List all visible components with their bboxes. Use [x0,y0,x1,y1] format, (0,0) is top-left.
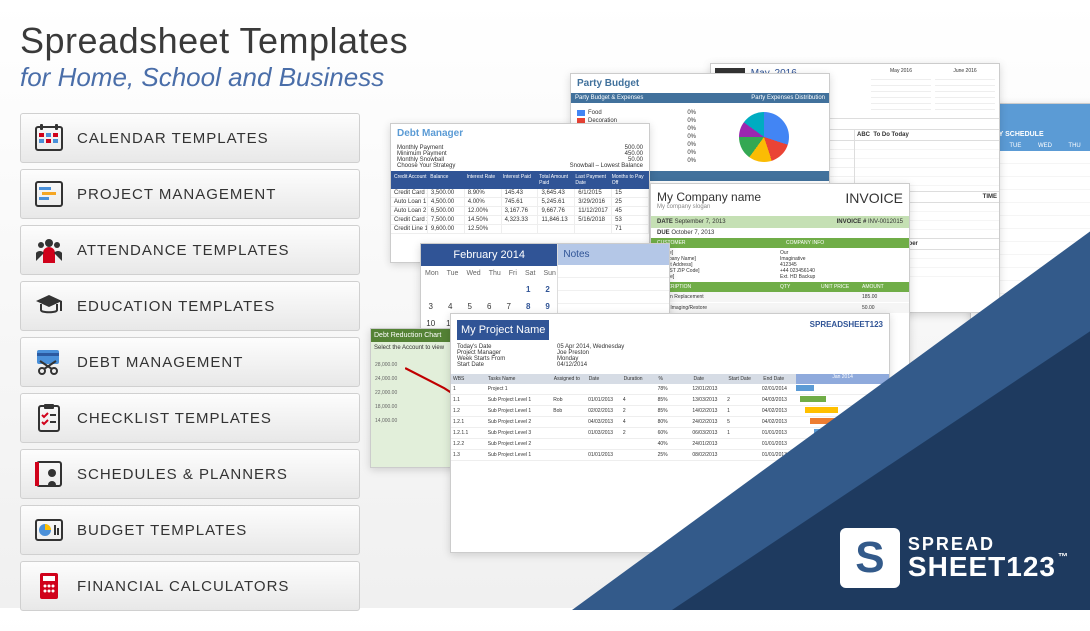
menu-label: DEBT MANAGEMENT [77,354,243,371]
cal-day-header: Wed [462,266,484,281]
cal-day-header: Fri [505,266,521,281]
y-label: 14,000.00 [375,414,397,428]
page-title: Spreadsheet Templates [20,20,1070,62]
menu-label: FINANCIAL CALCULATORS [77,578,289,595]
menu-label: CHECKLIST TEMPLATES [77,410,272,427]
logo-tm: ™ [1058,553,1070,563]
table-header: Last Payment Date [574,173,610,187]
logo-bottom: SHEET [908,553,1006,581]
planner-icon [33,458,65,490]
table-header: Credit Account [393,173,429,187]
graduation-icon [33,290,65,322]
cal-cell [440,281,459,298]
table-header: Balance [429,173,465,187]
menu-label: ATTENDANCE TEMPLATES [77,242,290,259]
invoice-num: INV-0012015 [868,219,903,225]
table-header: Months to Pay Off [611,173,647,187]
invoice-company: My Company name [657,190,845,204]
menu-label: CALENDAR TEMPLATES [77,130,269,147]
menu-checklist[interactable]: CHECKLIST TEMPLATES [20,393,360,443]
logo-mark: S [840,528,900,588]
cal-cell: 2 [538,281,557,298]
table-header: WBS [451,374,486,384]
y-label: 28,000.00 [375,358,397,372]
debt-title: Debt Manager [391,124,649,143]
cal-cell [479,281,498,298]
y-label: 18,000.00 [375,400,397,414]
logo-number: 123 [1006,553,1056,581]
cal-day-header: Sat [521,266,540,281]
menu-financial[interactable]: FINANCIAL CALCULATORS [20,561,360,611]
y-label: 22,000.00 [375,386,397,400]
menu-education[interactable]: EDUCATION TEMPLATES [20,281,360,331]
cal-cell [460,281,479,298]
gantt-icon [33,178,65,210]
people-icon [33,234,65,266]
menu-calendar[interactable]: CALENDAR TEMPLATES [20,113,360,163]
table-header: Interest Rate [466,173,502,187]
section-label: To Do Today [873,132,908,138]
category-menu: CALENDAR TEMPLATES PROJECT MANAGEMENT AT… [20,113,360,611]
table-header: Interest Paid [502,173,538,187]
invoice-title: INVOICE [845,190,903,206]
cal-day-header: Thu [485,266,505,281]
party-category: Food0% [577,109,696,117]
table-header: Total Amount Paid [538,173,574,187]
cal-day-header: Tue [443,266,463,281]
calendar-title: February 2014 [421,244,557,266]
table-row: Credit Card 13,500.008.90%145.433,645.43… [391,189,649,198]
menu-label: PROJECT MANAGEMENT [77,186,276,203]
party-title: Party Budget [571,74,829,93]
invoice-date: September 7, 2013 [675,219,726,225]
menu-label: SCHEDULES & PLANNERS [77,466,288,483]
menu-budget[interactable]: BUDGET TEMPLATES [20,505,360,555]
section-label: ABC [857,132,870,138]
scissors-card-icon [33,346,65,378]
table-header: Tasks Name [486,374,552,384]
debt-meta-row: Choose Your StrategySnowball – Lowest Ba… [397,163,643,169]
menu-label: BUDGET TEMPLATES [77,522,247,539]
menu-schedules[interactable]: SCHEDULES & PLANNERS [20,449,360,499]
table-row: Auto Loan 26,500.0012.00%3,167.769,667.7… [391,207,649,216]
menu-label: EDUCATION TEMPLATES [77,298,275,315]
table-row: Auto Loan 14,500.004.00%745.615,245.613/… [391,198,649,207]
menu-attendance[interactable]: ATTENDANCE TEMPLATES [20,225,360,275]
cal-day-header: Mon [421,266,443,281]
table-row: Credit Card 27,500.0014.50%4,323.3311,84… [391,216,649,225]
cal-cell: 3 [421,298,440,315]
weekly-day: THU [1060,141,1090,151]
calendar-icon [33,122,65,154]
calculator-icon [33,570,65,602]
menu-project[interactable]: PROJECT MANAGEMENT [20,169,360,219]
pie-chart [739,112,789,162]
brand-logo: S SPREAD SHEET 123 ™ [840,528,1070,588]
piechart-icon [33,514,65,546]
cal-cell [499,281,518,298]
weekly-day: TUE [1001,141,1031,151]
weekly-day: WED [1030,141,1060,151]
cal-cell [421,281,440,298]
section-label: TIME [983,194,997,200]
cal-cell: 1 [518,281,537,298]
invoice-num-label: INVOICE # [837,219,867,225]
invoice-slogan: My company slogan [657,204,845,210]
invoice-date-label: DATE [657,219,673,225]
project-title: My Project Name [457,320,549,340]
menu-debt[interactable]: DEBT MANAGEMENT [20,337,360,387]
checklist-icon [33,402,65,434]
y-label: 24,000.00 [375,372,397,386]
